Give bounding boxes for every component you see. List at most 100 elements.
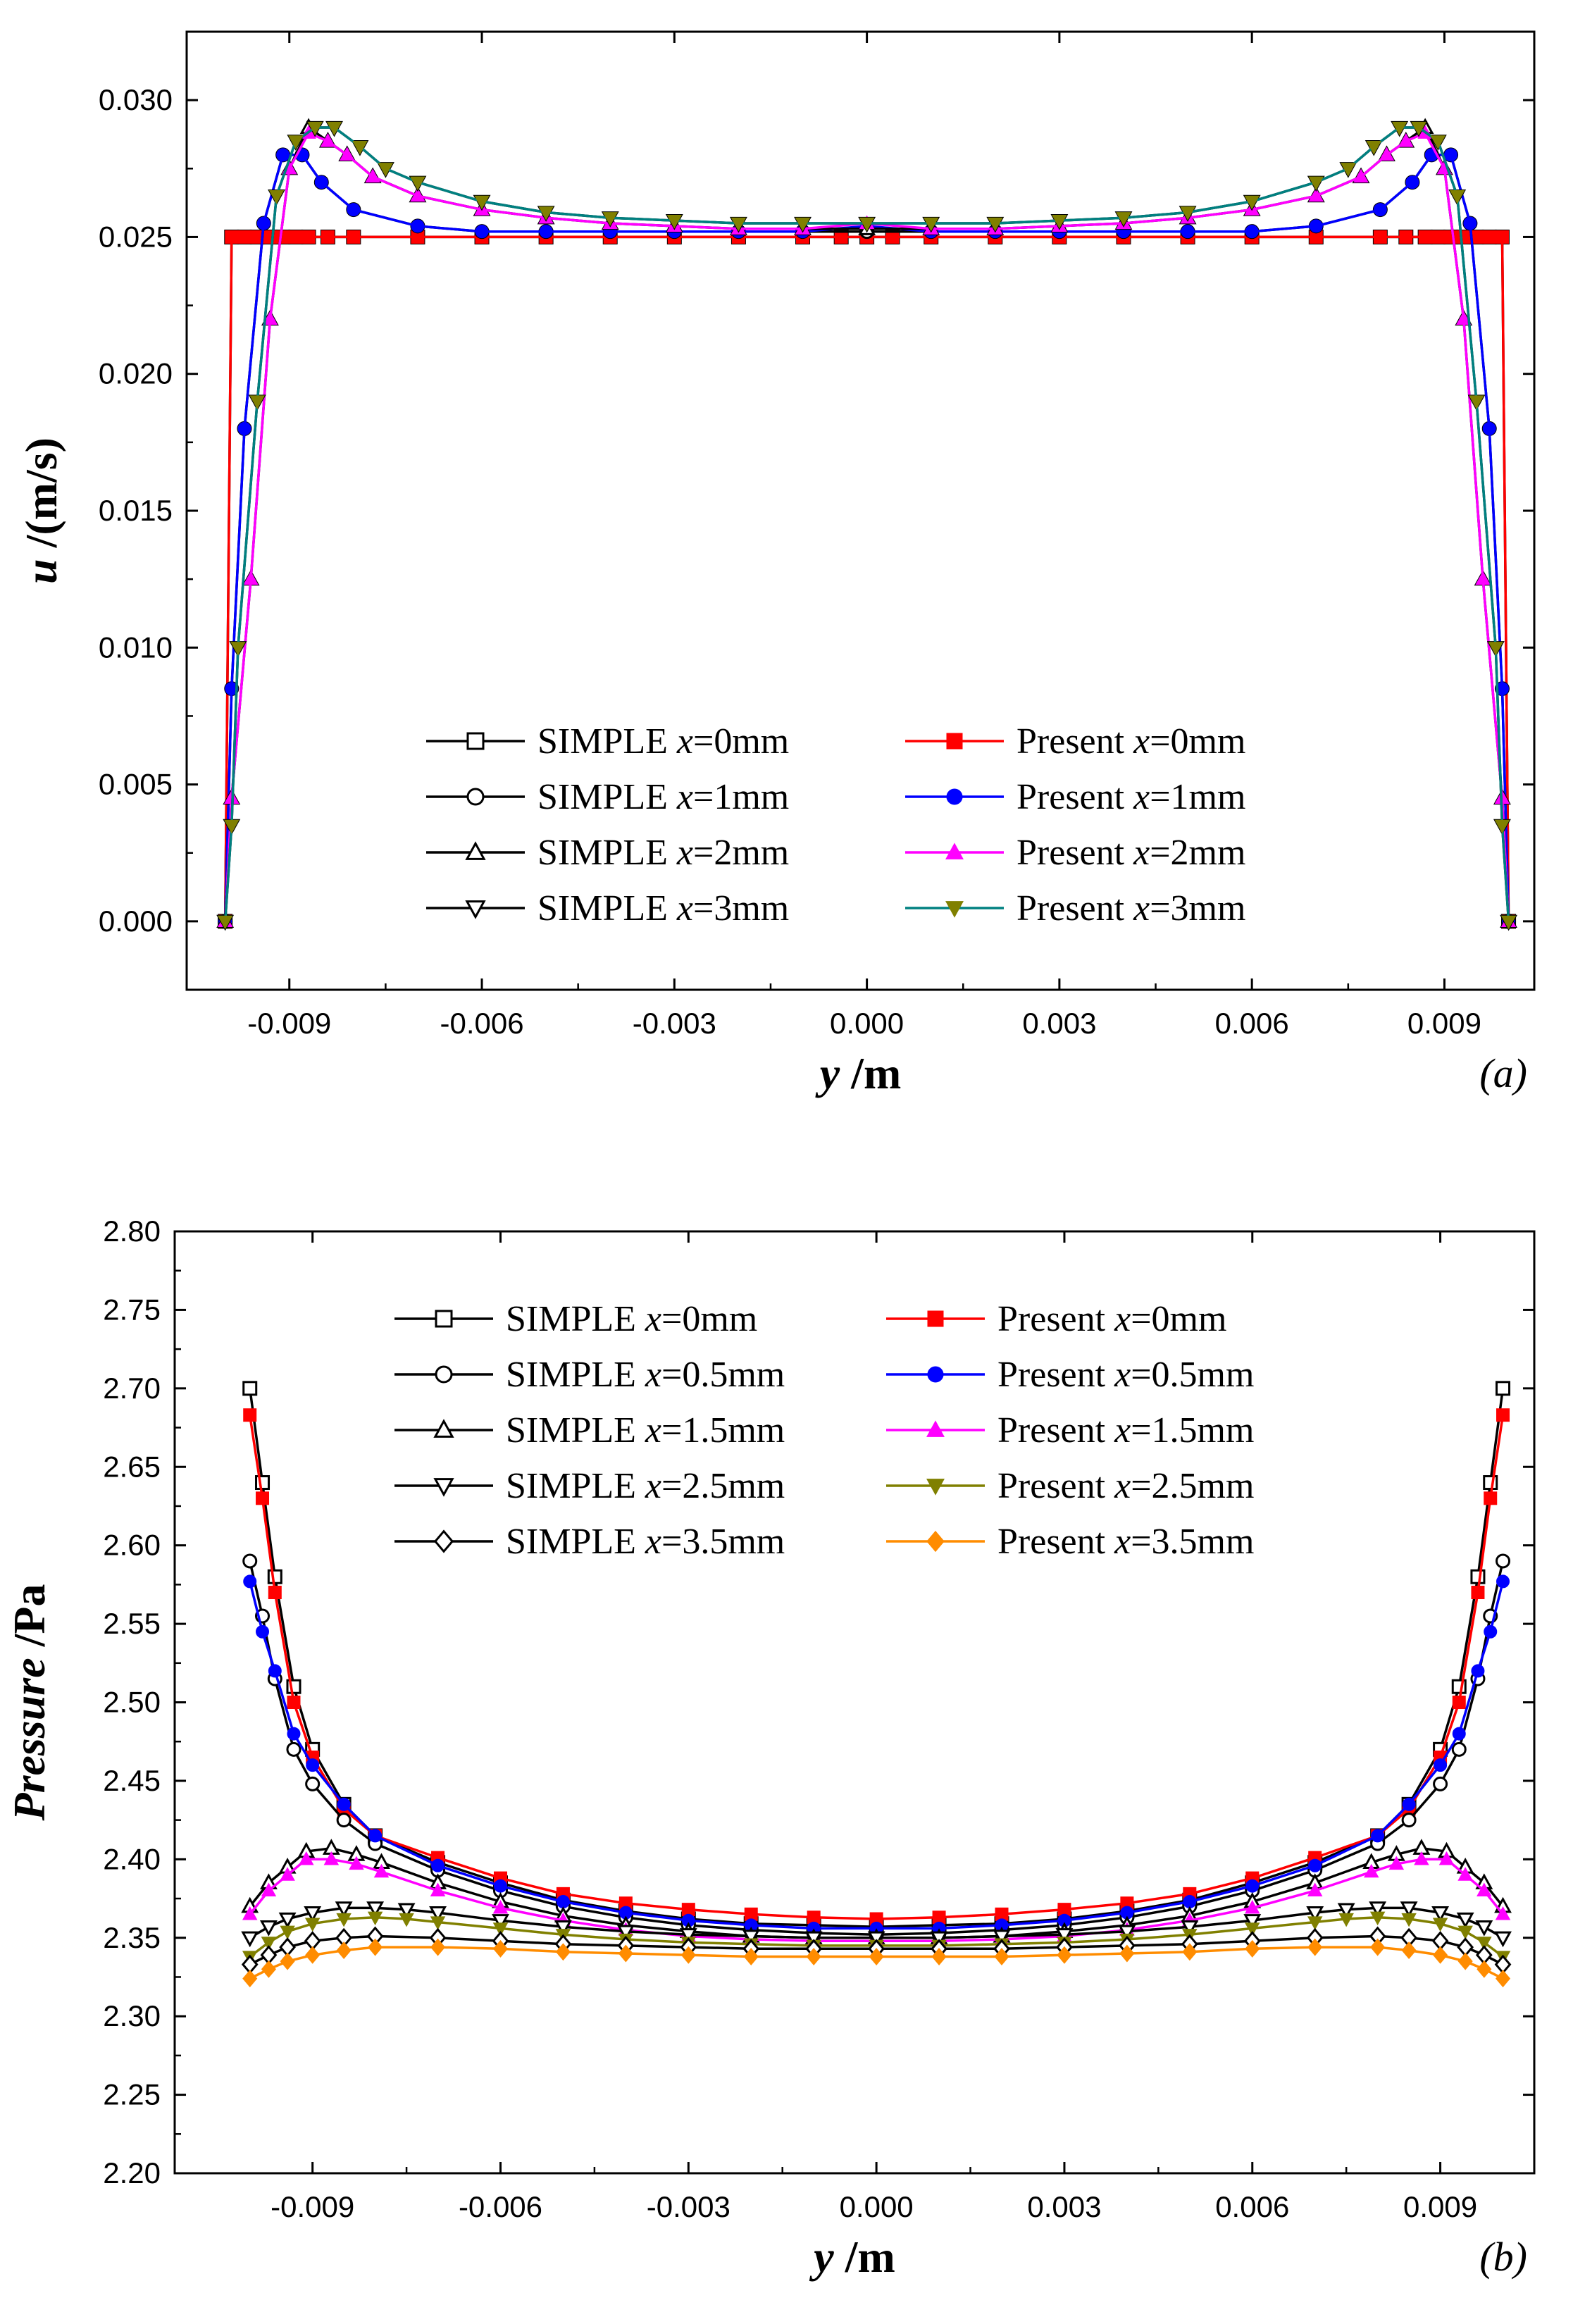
data-point: [256, 216, 271, 230]
legend-label-prefix: Present: [997, 1522, 1114, 1562]
legend-marker: [945, 843, 964, 859]
data-point: [1434, 1758, 1448, 1772]
data-point: [1496, 1381, 1511, 1396]
legend-label-suffix: =2mm: [693, 833, 789, 873]
data-point: [410, 187, 425, 202]
data-point: [278, 1912, 297, 1929]
legend-label-variable: x: [645, 1299, 661, 1339]
data-point: [1482, 421, 1496, 435]
data-point: [307, 121, 323, 136]
legend-label: Present x=1.5mm: [997, 1410, 1254, 1450]
data-point: [1475, 571, 1491, 585]
data-point: [859, 217, 875, 232]
data-point: [1116, 212, 1131, 226]
y-axis-title: Pressure /Pa: [4, 1584, 54, 1822]
data-point: [1369, 1911, 1386, 1926]
data-point: [1245, 1922, 1260, 1937]
data-point: [335, 1901, 353, 1918]
data-point: [493, 1879, 507, 1893]
legend-label-prefix: SIMPLE: [506, 1410, 645, 1450]
data-point: [268, 189, 285, 204]
data-point: [1308, 1858, 1322, 1872]
data-point: [1180, 206, 1195, 220]
y-tick-label: 2.65: [103, 1450, 161, 1483]
data-point: [336, 1913, 352, 1927]
data-point: [994, 1948, 1009, 1965]
legend-label-suffix: =0.5mm: [1131, 1355, 1254, 1395]
legend-label: SIMPLE x=1mm: [537, 777, 789, 817]
data-point: [267, 1569, 282, 1584]
legend-label-prefix: Present: [1016, 721, 1133, 762]
data-point: [1244, 195, 1260, 210]
legend-marker: [433, 1419, 454, 1438]
legend-label-suffix: =1.5mm: [661, 1410, 785, 1450]
data-point: [1371, 1829, 1385, 1843]
data-point: [1431, 1906, 1450, 1922]
series-group: [216, 118, 1517, 931]
data-point: [1405, 175, 1419, 189]
data-point: [1475, 1920, 1493, 1937]
data-point: [993, 1930, 1011, 1946]
x-axis-title: y /m: [815, 1048, 902, 1098]
legend-label-suffix: =2mm: [1150, 833, 1245, 873]
data-point: [1456, 311, 1472, 325]
legend-label-variable: x: [645, 1466, 661, 1506]
data-point: [366, 1901, 385, 1918]
data-point: [1364, 1863, 1379, 1878]
data-point: [1471, 1586, 1485, 1600]
data-point: [1431, 230, 1445, 244]
data-point: [305, 1946, 321, 1964]
legend-label-suffix: =0mm: [1131, 1299, 1226, 1339]
data-point: [869, 1948, 884, 1965]
legend-label: SIMPLE x=0mm: [506, 1299, 757, 1339]
data-point: [988, 217, 1003, 232]
data-point: [1411, 121, 1426, 136]
data-point: [1476, 1882, 1492, 1897]
x-tick-label: 0.006: [1215, 2190, 1289, 2223]
data-point: [1401, 1813, 1417, 1828]
data-point: [1388, 1856, 1405, 1870]
data-point: [1457, 230, 1471, 244]
y-tick-label: 2.55: [103, 1607, 161, 1640]
legend-label-prefix: SIMPLE: [537, 721, 677, 762]
data-point: [1449, 189, 1465, 204]
legend-label: SIMPLE x=0.5mm: [506, 1355, 785, 1395]
data-point: [1400, 1901, 1418, 1918]
legend-label-prefix: SIMPLE: [506, 1522, 645, 1562]
data-point: [347, 230, 361, 244]
data-point: [256, 1491, 270, 1505]
legend-label-variable: x: [1114, 1355, 1131, 1395]
data-point: [306, 1758, 320, 1772]
data-point: [1245, 1900, 1260, 1914]
data-point: [1452, 1696, 1466, 1709]
data-point: [243, 571, 259, 585]
data-point: [430, 1882, 446, 1897]
data-point: [314, 175, 328, 189]
y-axis-variable: u: [16, 559, 66, 584]
data-point: [1337, 1903, 1355, 1920]
y-axis-unit: /Pa: [4, 1584, 54, 1658]
data-point: [1055, 1928, 1074, 1944]
data-point: [242, 1381, 258, 1396]
data-point: [237, 421, 251, 435]
data-point: [1470, 1569, 1486, 1584]
x-tick-label: -0.006: [459, 2190, 542, 2223]
panel-label: (a): [1479, 1050, 1527, 1096]
data-point: [1370, 1938, 1386, 1956]
legend-label-variable: x: [645, 1522, 661, 1562]
data-point: [430, 1938, 446, 1956]
data-point: [256, 1624, 270, 1639]
data-point: [492, 1939, 509, 1958]
legend-label-variable: x: [645, 1410, 661, 1450]
data-point: [1373, 230, 1387, 244]
data-point: [259, 1920, 278, 1937]
data-point: [679, 1928, 697, 1944]
data-point: [287, 1727, 301, 1741]
x-tick-label: 0.009: [1407, 1007, 1481, 1040]
legend-label-suffix: =1mm: [693, 777, 789, 817]
data-point: [378, 163, 394, 177]
data-point: [225, 682, 239, 696]
data-point: [475, 225, 489, 239]
legend-label: Present x=0mm: [1016, 721, 1245, 762]
data-point: [554, 1920, 572, 1937]
